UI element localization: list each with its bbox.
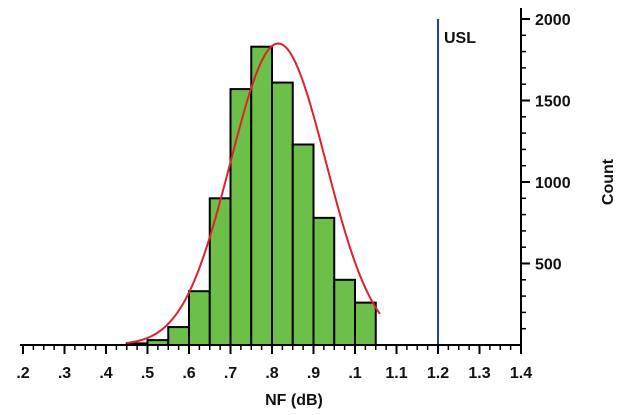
x-tick-label-11: 1.3 [468,365,490,382]
histogram-bar-6 [229,88,253,346]
y-axis-ticks: 500 1000 1500 2000 [521,12,571,330]
x-tick-label-6: .8 [265,365,278,382]
histogram-bar-7 [250,45,273,347]
x-tick-label-5: .7 [224,365,237,382]
y-tick-label-3: 2000 [535,12,571,29]
histogram-bar-3 [167,326,190,347]
normal-fit-curve [126,42,381,345]
x-tick-label-3: .5 [141,365,154,382]
x-tick-label-8: .1 [348,365,361,382]
x-tick-label-0: .2 [16,365,29,382]
histogram-bar-10 [312,216,336,346]
histogram-bar-12 [354,301,377,346]
y-tick-label-1: 1000 [535,175,571,192]
histogram-bar-9 [291,143,315,346]
x-tick-label-12: 1.4 [510,365,532,382]
usl-label: USL [444,30,476,47]
histogram-bars [125,45,377,347]
histogram-bar-5 [208,197,232,346]
x-tick-label-9: 1.1 [385,365,407,382]
y-tick-label-0: 500 [535,257,562,274]
x-axis-title: NF (dB) [265,392,323,409]
x-tick-label-1: .3 [58,365,71,382]
y-tick-label-2: 1500 [535,94,571,111]
x-tick-label-10: 1.2 [427,365,449,382]
x-tick-label-4: .6 [182,365,195,382]
histogram-bar-11 [333,278,356,346]
x-axis-ticks: .2 .3 .4 .5 .6 .7 .8 .9 .1 1.1 1.2 1.3 1.4 [16,345,532,382]
x-tick-label-7: .9 [307,365,320,382]
y-axis-title: Count [600,158,617,205]
x-tick-label-2: .4 [99,365,112,382]
histogram-bar-4 [188,290,211,346]
histogram-bar-8 [271,81,294,346]
